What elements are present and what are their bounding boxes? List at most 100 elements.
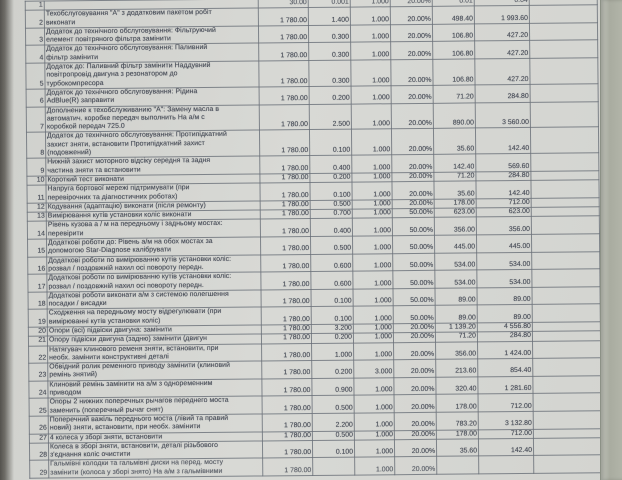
empty-cell: [530, 153, 599, 172]
qty-cell: 1.000: [311, 342, 354, 361]
qty-cell: 2.200: [312, 413, 355, 432]
count-cell: 1.000: [353, 306, 394, 325]
description-cell: Дополнение к техобслуживанию "А": Замену…: [45, 104, 260, 133]
discount-amount-cell: 35.60: [433, 181, 477, 200]
description-cell: Додаткові роботи виконати а/м з системою…: [47, 289, 262, 310]
work-items-body: 1 30.00 0.001 1.000 20.00% 0.01 0.04 2 Техобслуг…: [25, 0, 602, 479]
rate-cell: 1 780.00: [259, 129, 310, 157]
discount-percent-cell: 50.00%: [392, 217, 435, 236]
discount-percent-cell: 20.00%: [393, 332, 436, 343]
row-number-cell: 27: [29, 433, 49, 444]
discount-percent-cell: 50.00%: [393, 305, 436, 324]
discount-percent-cell: 20.00%: [390, 41, 433, 60]
discount-percent-cell: 50.00%: [392, 235, 435, 254]
qty-cell: 0.200: [309, 86, 352, 105]
row-number-cell: 13: [27, 212, 47, 222]
empty-cell: [532, 340, 601, 359]
total-cell: 3 560.00: [475, 101, 531, 129]
count-cell: 1.000: [353, 377, 395, 396]
rate-cell: 1 780.00: [262, 457, 313, 477]
discount-percent-cell: 20.00%: [394, 412, 437, 431]
total-cell: 569.60: [475, 153, 531, 172]
count-cell: 1.000: [352, 218, 393, 237]
empty-cell: [533, 437, 602, 456]
count-cell: 1.000: [351, 172, 392, 183]
empty-cell: [529, 5, 598, 24]
rate-cell: 1 780.00: [262, 413, 313, 432]
count-cell: 1.000: [351, 129, 392, 156]
discount-percent-cell: 20.00%: [391, 181, 435, 200]
qty-cell: 0.500: [312, 395, 355, 414]
discount-percent-cell: 20.00%: [394, 456, 437, 475]
row-number-cell: 21: [28, 336, 48, 346]
empty-cell: [532, 375, 602, 394]
empty-cell: [531, 286, 601, 305]
total-cell: [478, 455, 534, 474]
discount-amount-cell: 890.00: [433, 102, 476, 129]
discount-percent-cell: 20.00%: [393, 323, 436, 333]
total-cell: 142.40: [475, 180, 532, 199]
total-cell: 427.20: [474, 40, 530, 59]
rate-cell: 1 780.00: [261, 306, 312, 325]
row-number-cell: 5: [25, 63, 46, 90]
qty-cell: 0.400: [310, 218, 353, 237]
empty-cell: [530, 179, 600, 199]
rate-cell: 1 780.00: [262, 431, 313, 441]
rate-cell: 1 780.00: [259, 155, 310, 174]
rate-cell: 1 780.00: [258, 60, 310, 87]
rate-cell: 1 780.00: [261, 360, 312, 379]
qty-cell: 0.100: [309, 129, 352, 156]
discount-amount-cell: 498.40: [432, 6, 475, 25]
count-cell: 1.000: [353, 332, 394, 343]
count-cell: 1.000: [353, 323, 394, 334]
empty-cell: [533, 455, 602, 474]
rate-cell: 1 780.00: [260, 209, 311, 220]
empty-cell: [531, 251, 600, 270]
discount-amount-cell: 320.40: [435, 376, 479, 395]
total-cell: 534.00: [476, 251, 532, 271]
total-cell: 356.00: [476, 216, 532, 235]
discount-percent-cell: 50.00%: [392, 288, 436, 307]
work-items-table: 1 30.00 0.001 1.000 20.00% 0.01 0.04 2 Техобслуг…: [25, 0, 603, 479]
qty-cell: 0.100: [309, 182, 353, 201]
description-cell: Напруга бортової мережі підтримувати (пр…: [45, 183, 261, 203]
count-cell: 1.000: [350, 7, 391, 26]
qty-cell: 0.300: [308, 25, 351, 43]
row-number-cell: 8: [26, 132, 46, 159]
count-cell: 1.000: [351, 103, 392, 130]
total-cell: 4 556.80: [477, 322, 533, 333]
row-number-cell: 16: [27, 256, 47, 275]
description-cell: Техобслуговування "А" з додатковим пакет…: [44, 8, 259, 28]
count-cell: 1.000: [352, 253, 393, 272]
rate-cell: 1 780.00: [261, 333, 312, 344]
total-cell: 534.00: [476, 269, 532, 288]
qty-cell: 0.500: [310, 199, 353, 210]
discount-percent-cell: 20.00%: [393, 377, 437, 396]
count-cell: 1.000: [352, 288, 394, 307]
empty-cell: [531, 233, 600, 252]
qty-cell: 0.200: [311, 333, 354, 344]
count-cell: 1.000: [353, 342, 394, 361]
count-cell: 1.000: [352, 208, 393, 219]
discount-percent-cell: 50.00%: [392, 270, 435, 289]
qty-cell: 0.200: [309, 173, 352, 183]
discount-amount-cell: 1 139.20: [435, 322, 478, 333]
qty-cell: [312, 457, 355, 476]
discount-amount-cell: 89.00: [434, 287, 478, 306]
row-number-cell: 20: [28, 327, 48, 337]
total-cell: 623.00: [476, 207, 532, 218]
rate-cell: 1 780.00: [258, 7, 309, 26]
row-number-cell: 4: [25, 45, 45, 64]
rate-cell: 1 780.00: [258, 25, 309, 44]
discount-percent-cell: 20.00%: [394, 439, 437, 458]
description-cell: Додаток до: Паливний фільтр замінити Над…: [44, 61, 260, 90]
total-cell: 445.00: [476, 234, 532, 253]
discount-percent-cell: 20.00%: [393, 359, 436, 378]
count-cell: 1.000: [354, 430, 395, 440]
total-cell: 427.20: [474, 23, 530, 42]
qty-cell: 0.100: [311, 306, 354, 325]
description-cell: Додаткові роботи по вимірюванню кутів ус…: [46, 272, 262, 292]
total-cell: 712.00: [478, 428, 534, 439]
discount-amount-cell: 71.20: [433, 171, 476, 182]
description-cell: Гальмівні колодки та гальмівні диски на …: [48, 458, 263, 479]
